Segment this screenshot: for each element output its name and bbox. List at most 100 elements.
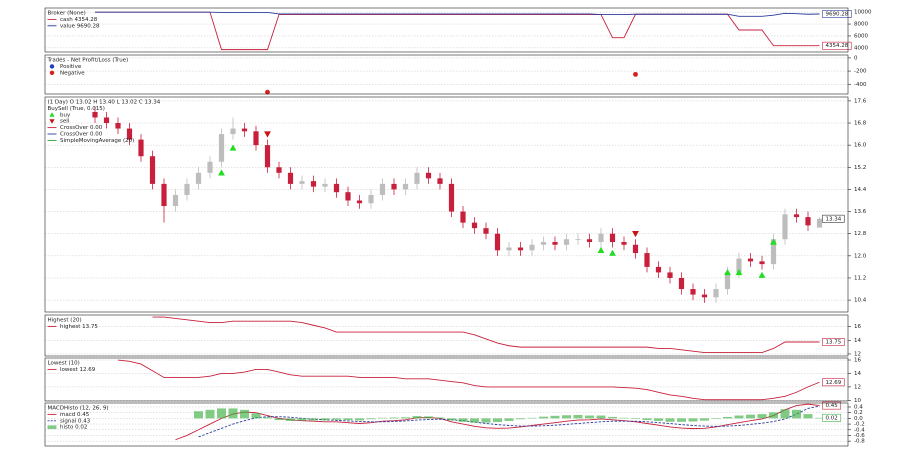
- candle-body: [494, 233, 501, 251]
- histogram-bar: [792, 409, 801, 419]
- candle-body: [92, 111, 98, 118]
- histogram-bar: [217, 408, 226, 419]
- panel-frame: [44, 402, 849, 447]
- histogram-bar: [780, 409, 790, 419]
- y-tick-label: 0.4: [854, 404, 863, 410]
- histogram-bar: [608, 416, 617, 419]
- legend-label: Trades - Net Profit/Loss (True): [47, 58, 129, 64]
- trade-marker: [770, 238, 777, 245]
- candle-body: [230, 128, 236, 135]
- candle-body: [483, 228, 489, 234]
- y-tick-label: 17.6: [854, 98, 867, 104]
- y-tick-label: 0.0: [854, 416, 863, 422]
- candle-body: [172, 194, 179, 207]
- series-line: [117, 359, 820, 401]
- histogram-bar: [619, 417, 629, 419]
- histogram-bar: [251, 413, 261, 419]
- histogram-bar: [458, 418, 468, 422]
- candle-body: [805, 217, 811, 226]
- candle-body: [598, 233, 604, 242]
- histogram-bar: [389, 417, 399, 419]
- candle-body: [621, 241, 627, 245]
- candle-body: [322, 183, 328, 187]
- legend-label: highest 13.75: [60, 324, 98, 330]
- y-tick-label: 14.4: [854, 187, 867, 193]
- candle-body: [448, 183, 455, 212]
- histogram-bar: [803, 414, 813, 419]
- histogram-bar: [320, 418, 330, 421]
- legend-label: (1 Day) O 13.02 H 13.40 L 13.02 C 13.34: [48, 100, 161, 106]
- trade-marker: [229, 144, 237, 151]
- value-box: [822, 10, 852, 18]
- trade-marker: [264, 131, 271, 138]
- histogram-bar: [677, 418, 686, 422]
- histogram-bar: [504, 418, 514, 421]
- y-tick-label: -0.8: [854, 439, 865, 445]
- panel-frame: [44, 54, 849, 95]
- candle-body: [747, 258, 754, 262]
- legend-label: macd 0.45: [60, 412, 90, 418]
- candle-body: [529, 244, 535, 251]
- value-box: [822, 413, 842, 422]
- histogram-bar: [263, 417, 272, 419]
- candle-body: [678, 277, 685, 290]
- legend-icon: [49, 64, 55, 69]
- y-tick-label: 12: [854, 351, 861, 357]
- trade-marker: [735, 269, 743, 276]
- value-box-label: 0.45: [826, 403, 839, 409]
- histogram-bar: [550, 415, 560, 419]
- legend-label: cash 4354.28: [60, 17, 98, 23]
- trade-point: [265, 89, 270, 95]
- candle-body: [437, 178, 443, 184]
- candle-body: [310, 181, 317, 187]
- candle-body: [276, 167, 282, 173]
- histogram-bar: [470, 418, 479, 423]
- legend-label: signal 0.43: [60, 418, 91, 424]
- legend-label: Broker (None): [48, 11, 86, 17]
- histogram-bar: [631, 418, 640, 419]
- value-box-label: 13.75: [826, 339, 842, 345]
- histogram-bar: [815, 417, 824, 419]
- y-tick-label: 14: [854, 338, 861, 344]
- candle-body: [379, 183, 386, 195]
- candle-body: [575, 239, 581, 241]
- candle-body: [759, 261, 765, 265]
- candle-body: [517, 247, 524, 251]
- legend-label: BuySell (True, 0.015): [48, 106, 105, 112]
- legend-icon: [47, 425, 57, 429]
- candle-body: [414, 172, 420, 184]
- legend-label: buy: [60, 112, 71, 118]
- legend-label: Lowest (10): [48, 361, 80, 367]
- histogram-bar: [746, 414, 755, 419]
- y-tick-label: -0.4: [854, 427, 865, 433]
- y-tick-label: 16: [854, 324, 861, 330]
- candle-body: [713, 289, 719, 298]
- candle-body: [184, 183, 190, 195]
- histogram-bar: [757, 414, 767, 419]
- histogram-bar: [274, 418, 284, 421]
- panel-frame: [44, 314, 849, 357]
- candle-body: [655, 266, 662, 273]
- y-tick-label: 6000: [854, 33, 868, 39]
- candle-body: [287, 172, 294, 184]
- legend-icon: [49, 119, 55, 124]
- candle-body: [782, 214, 788, 240]
- y-tick-label: 0.2: [854, 410, 863, 416]
- candle-body: [368, 194, 374, 204]
- histogram-bar: [332, 418, 341, 420]
- candle-body: [218, 134, 225, 162]
- y-tick-label: 16.8: [854, 121, 867, 127]
- legend-label: lowest 12.69: [60, 367, 96, 373]
- candle-body: [391, 183, 397, 190]
- trade-marker: [632, 230, 639, 238]
- histogram-bar: [562, 415, 571, 419]
- candle-body: [299, 181, 305, 184]
- trade-marker: [609, 249, 616, 256]
- candle-body: [402, 183, 409, 190]
- candle-body: [690, 289, 696, 295]
- histogram-bar: [723, 416, 732, 419]
- candle-body: [816, 218, 823, 228]
- histogram-bar: [585, 415, 594, 419]
- series-line: [95, 11, 820, 17]
